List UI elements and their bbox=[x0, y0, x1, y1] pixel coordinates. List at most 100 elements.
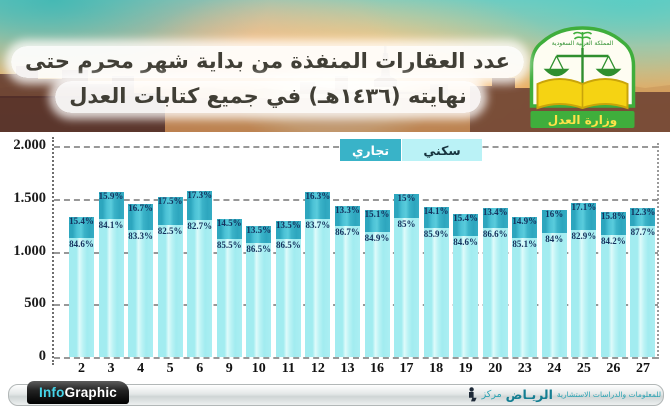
bar-day-26: 15.8% 84.2% bbox=[600, 211, 626, 357]
label-residential-pct: 86.7% bbox=[335, 227, 360, 238]
x-axis-label-10: 10 bbox=[251, 361, 266, 376]
segment-residential: 84.6% bbox=[453, 236, 479, 357]
y-axis-label: 2.000 bbox=[13, 137, 46, 153]
segment-commercial: 17.1% bbox=[571, 202, 597, 230]
segment-commercial: 15.4% bbox=[69, 216, 94, 239]
x-axis-label-9: 9 bbox=[225, 361, 233, 376]
label-residential-pct: 82.5% bbox=[157, 225, 183, 236]
segment-commercial: 13.3% bbox=[334, 205, 360, 227]
x-axis-label-17: 17 bbox=[399, 361, 414, 376]
segment-residential: 85.9% bbox=[423, 227, 449, 357]
segment-residential: 86.5% bbox=[275, 239, 301, 357]
label-residential-pct: 83.7% bbox=[305, 219, 331, 230]
label-commercial-pct: 13.3% bbox=[335, 205, 360, 216]
bar-day-25: 17.1% 82.9% bbox=[571, 202, 597, 357]
x-axis-label-18: 18 bbox=[429, 361, 444, 376]
title-line-1: عدد العقارات المنفذة من بداية شهر محرم ح… bbox=[11, 46, 524, 78]
label-commercial-pct: 14.5% bbox=[216, 217, 242, 228]
segment-commercial: 16.7% bbox=[128, 203, 154, 230]
segment-commercial: 16% bbox=[541, 209, 567, 234]
label-residential-pct: 84.1% bbox=[98, 219, 124, 230]
x-axis-label-5: 5 bbox=[166, 361, 174, 376]
bar-day-16: 15.1% 84.9% bbox=[364, 209, 390, 357]
x-axis-label-4: 4 bbox=[137, 361, 145, 376]
bar-day-18: 14.1% 85.9% bbox=[423, 206, 449, 357]
logo-banner-text: وزارة العدل bbox=[548, 113, 617, 128]
label-commercial-pct: 17.5% bbox=[157, 195, 183, 206]
label-residential-pct: 85.1% bbox=[512, 239, 538, 250]
label-residential-pct: 83.3% bbox=[128, 230, 153, 241]
y-axis-label: 1.500 bbox=[13, 189, 46, 206]
bar-day-19: 15.4% 84.6% bbox=[453, 213, 479, 357]
header-photo: عدد العقارات المنفذة من بداية شهر محرم ح… bbox=[0, 0, 670, 132]
x-axis-label-19: 19 bbox=[458, 361, 473, 376]
bar-day-17: 15% 85% bbox=[394, 193, 420, 357]
segment-residential: 85.1% bbox=[512, 238, 538, 357]
x-axis-label-11: 11 bbox=[281, 361, 295, 376]
x-axis-label-3: 3 bbox=[107, 361, 115, 376]
segment-residential: 84% bbox=[541, 233, 567, 357]
x-axis-label-2: 2 bbox=[78, 361, 85, 376]
infographic-logo-graphic: Graphic bbox=[64, 385, 117, 400]
y-axis-label: 0 bbox=[38, 348, 46, 364]
segment-commercial: 14.1% bbox=[423, 206, 449, 228]
brand-tagline: للمعلومات والدراسات الاستشارية bbox=[556, 390, 661, 399]
label-residential-pct: 82.7% bbox=[187, 221, 213, 231]
segment-commercial: 15% bbox=[394, 193, 420, 219]
segment-residential: 87.7% bbox=[630, 226, 656, 357]
segment-residential: 82.7% bbox=[187, 220, 213, 357]
x-axis-label-23: 23 bbox=[517, 361, 532, 376]
segment-residential: 84.9% bbox=[364, 232, 390, 357]
label-commercial-pct: 15% bbox=[397, 193, 416, 203]
segment-residential: 84.6% bbox=[69, 238, 94, 357]
label-commercial-pct: 15.1% bbox=[364, 209, 390, 220]
segment-commercial: 13.5% bbox=[246, 225, 272, 244]
segment-commercial: 17.5% bbox=[157, 196, 183, 225]
label-residential-pct: 85.9% bbox=[423, 228, 449, 239]
y-axis-label: 1.000 bbox=[13, 242, 46, 259]
label-commercial-pct: 16.3% bbox=[305, 190, 331, 201]
bar-day-12: 16.3% 83.7% bbox=[305, 191, 331, 357]
bar-day-23: 14.9% 85.1% bbox=[512, 216, 538, 357]
segment-residential: 82.9% bbox=[571, 229, 597, 357]
label-commercial-pct: 15.4% bbox=[69, 215, 94, 226]
bar-day-27: 12.3% 87.7% bbox=[630, 207, 656, 357]
segment-commercial: 14.9% bbox=[512, 216, 538, 239]
label-commercial-pct: 15.4% bbox=[453, 213, 479, 224]
x-axis-label-24: 24 bbox=[547, 361, 562, 376]
gridline-0 bbox=[54, 357, 658, 359]
segment-residential: 83.3% bbox=[128, 229, 154, 357]
bar-day-4: 16.7% 83.3% bbox=[128, 203, 154, 357]
segment-residential: 82.5% bbox=[157, 224, 183, 357]
segment-residential: 86.7% bbox=[334, 226, 360, 357]
segment-residential: 86.6% bbox=[482, 228, 508, 357]
x-axis-label-16: 16 bbox=[370, 361, 384, 376]
y-axis-line bbox=[52, 137, 54, 365]
label-commercial-pct: 13.5% bbox=[246, 224, 272, 235]
riyadh-center-brand: مركز الريـاض للمعلومات والدراسات الاستشا… bbox=[468, 386, 661, 403]
segment-commercial: 16.3% bbox=[305, 191, 331, 219]
legend-residential: سكني bbox=[402, 139, 482, 161]
label-residential-pct: 84.9% bbox=[364, 233, 390, 244]
label-residential-pct: 84.6% bbox=[69, 239, 94, 250]
bar-day-5: 17.5% 82.5% bbox=[157, 196, 183, 357]
bar-day-6: 17.3% 82.7% bbox=[187, 190, 213, 357]
segment-residential: 85.5% bbox=[216, 238, 242, 357]
label-residential-pct: 86.5% bbox=[275, 240, 301, 251]
bar-day-10: 13.5% 86.5% bbox=[246, 225, 272, 357]
segment-residential: 83.7% bbox=[305, 218, 331, 357]
segment-residential: 85% bbox=[394, 218, 420, 357]
segment-commercial: 12.3% bbox=[630, 207, 656, 227]
label-residential-pct: 85% bbox=[397, 219, 416, 230]
bar-day-24: 16% 84% bbox=[541, 209, 567, 357]
legend-commercial: تجاري bbox=[340, 139, 401, 161]
label-residential-pct: 86.6% bbox=[482, 229, 508, 240]
label-residential-pct: 87.7% bbox=[630, 227, 656, 238]
brand-word-markaz: مركز bbox=[481, 389, 502, 400]
segment-commercial: 13.4% bbox=[482, 207, 508, 229]
x-axis-label-12: 12 bbox=[310, 361, 325, 376]
logo-banner bbox=[530, 111, 635, 128]
footer: Info Graphic مركز الريـاض للمعلومات والدر… bbox=[0, 378, 670, 406]
label-residential-pct: 86.5% bbox=[246, 244, 272, 255]
label-commercial-pct: 16.7% bbox=[128, 203, 153, 214]
